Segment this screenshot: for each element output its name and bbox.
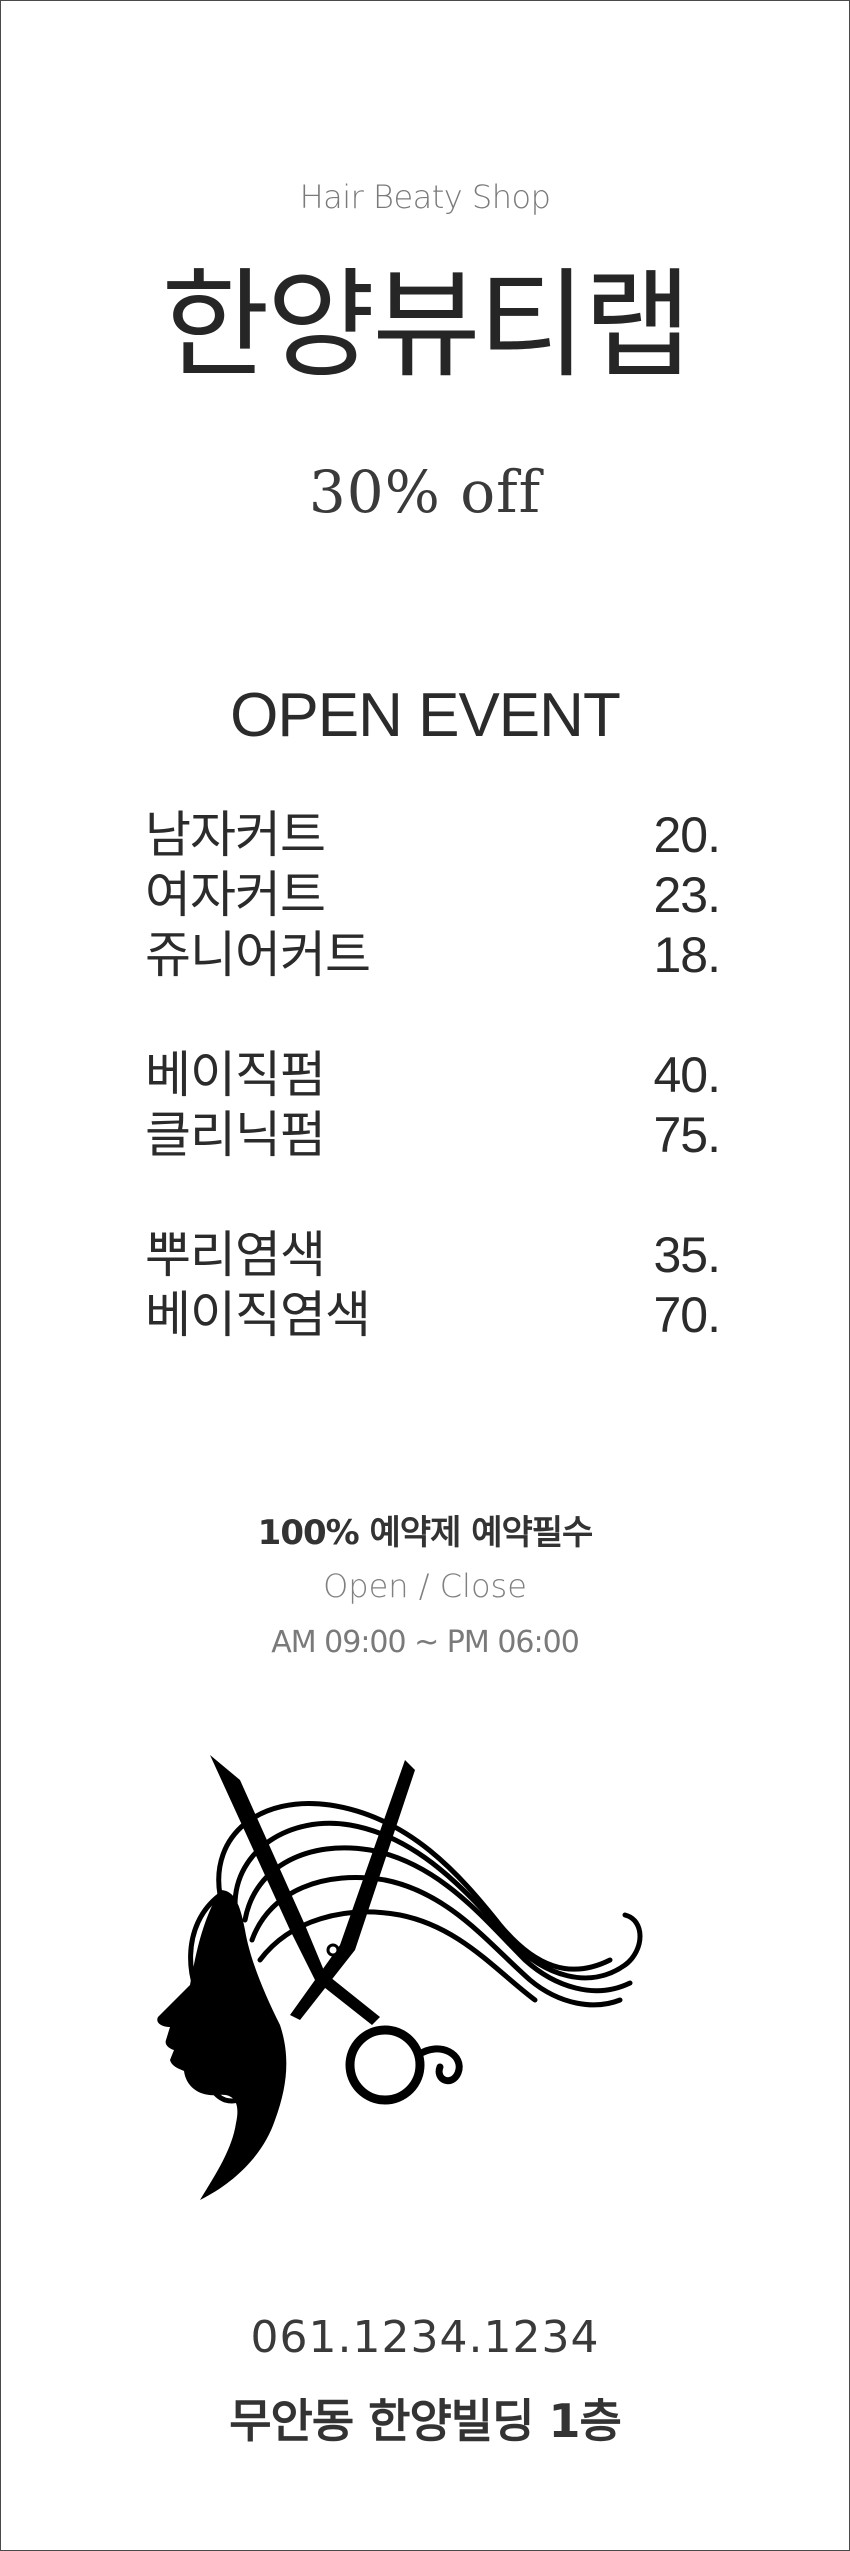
service-name: 베이직펌 <box>145 1047 326 1103</box>
price-list-item: 남자커트 20. <box>145 805 721 865</box>
service-name: 여자커트 <box>145 867 326 923</box>
service-name: 쥬니어커트 <box>145 927 371 983</box>
price-list-item: 베이직염색 70. <box>145 1285 721 1345</box>
price-list-item: 클리닉펌 75. <box>145 1105 721 1165</box>
shop-subtitle: Hair Beaty Shop <box>299 178 551 216</box>
service-price: 70. <box>653 1287 721 1343</box>
scissor-blade-right <box>290 1760 415 2020</box>
price-list-item: 베이직펌 40. <box>145 1045 721 1105</box>
service-name: 남자커트 <box>145 807 326 863</box>
address: 무안동 한양빌딩 1층 <box>229 2394 622 2448</box>
service-price: 75. <box>653 1107 721 1163</box>
service-price: 40. <box>653 1047 721 1103</box>
service-name: 뿌리염색 <box>145 1227 326 1283</box>
head-silhouette <box>157 1890 287 2200</box>
event-title: OPEN EVENT <box>230 681 621 750</box>
service-name: 클리닉펌 <box>145 1107 326 1163</box>
shop-title: 한양뷰티랩 <box>161 256 692 394</box>
price-list-item: 여자커트 23. <box>145 865 721 925</box>
service-price: 20. <box>653 807 721 863</box>
service-price: 23. <box>653 867 721 923</box>
service-price: 18. <box>653 927 721 983</box>
service-price: 35. <box>653 1227 721 1283</box>
hours-label: Open / Close <box>323 1567 527 1605</box>
hair-salon-scissors-silhouette-icon <box>157 1755 643 2200</box>
phone-number: 061.1234.1234 <box>250 2312 600 2363</box>
price-list-item: 뿌리염색 35. <box>145 1225 721 1285</box>
discount-text: 30% off <box>308 458 542 526</box>
service-name: 베이직염색 <box>145 1287 371 1343</box>
business-hours: AM 09:00 ~ PM 06:00 <box>271 1625 580 1660</box>
price-list-item: 쥬니어커트 18. <box>145 925 721 985</box>
scissor-blade-left <box>210 1755 305 1930</box>
scissor-handle-ring <box>345 2025 425 2105</box>
reservation-notice: 100% 예약제 예약필수 <box>257 1513 594 1553</box>
